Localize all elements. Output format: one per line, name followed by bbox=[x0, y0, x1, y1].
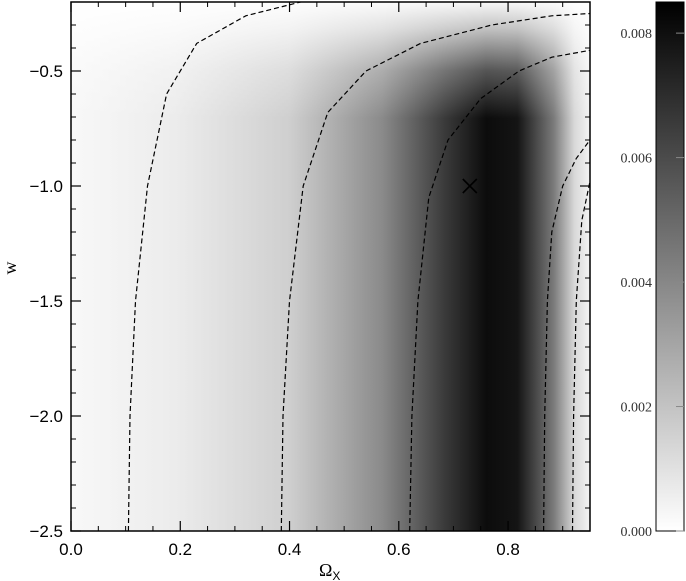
y-tick-label: −1.5 bbox=[29, 292, 63, 311]
x-axis: 0.0 0.2 0.4 0.6 0.8 bbox=[59, 2, 564, 559]
colorbar-tick-label: 0.000 bbox=[621, 525, 653, 540]
contour-line-2 bbox=[280, 12, 590, 531]
y-axis: −0.5 −1.0 −1.5 −2.0 −2.5 bbox=[29, 24, 590, 541]
x-tick-label: 0.4 bbox=[278, 540, 302, 559]
plot-area bbox=[70, 1, 591, 532]
contour-line-3 bbox=[409, 49, 590, 531]
colorbar-tick-label: 0.002 bbox=[621, 401, 653, 416]
y-tick-label: −0.5 bbox=[29, 62, 63, 81]
x-axis-title: ΩX bbox=[319, 560, 340, 581]
contour-line-1 bbox=[127, 2, 301, 531]
plot-frame bbox=[70, 1, 591, 532]
x-tick-label: 0.0 bbox=[59, 540, 83, 559]
x-tick-label: 0.8 bbox=[496, 540, 520, 559]
marker-cross bbox=[462, 178, 478, 194]
y-tick-label: −1.0 bbox=[29, 177, 63, 196]
y-tick-label: −2.0 bbox=[29, 407, 63, 426]
colorbar-tick-label: 0.006 bbox=[621, 152, 653, 167]
contour-line-5 bbox=[571, 181, 590, 531]
colorbar-ticks: 0.000 0.002 0.004 0.006 0.008 bbox=[621, 27, 684, 540]
contour-lines bbox=[127, 2, 590, 531]
colorbar: 0.000 0.002 0.004 0.006 0.008 bbox=[621, 1, 685, 540]
colorbar-tick-label: 0.008 bbox=[621, 27, 653, 42]
y-tick-label: −2.5 bbox=[29, 522, 63, 541]
best-fit-marker bbox=[462, 178, 478, 194]
y-axis-title: w bbox=[0, 262, 20, 275]
x-tick-label: 0.2 bbox=[168, 540, 192, 559]
colorbar-gradient-bar bbox=[655, 1, 685, 532]
colorbar-tick-label: 0.004 bbox=[621, 276, 653, 291]
contour-line-4 bbox=[543, 139, 590, 531]
x-tick-label: 0.6 bbox=[387, 540, 411, 559]
heatmap-top-fade bbox=[71, 2, 590, 531]
